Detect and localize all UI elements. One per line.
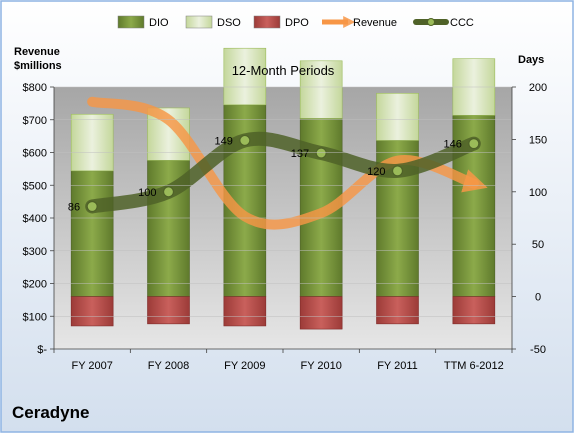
x-tick-label: FY 2011	[377, 360, 418, 372]
x-axis: FY 2007 FY 2008 FY 2009 FY 2010 FY 2011 TTM 6…	[53, 348, 513, 372]
bar-dso	[299, 60, 343, 119]
bar-dpo	[299, 296, 343, 330]
ccc-point	[468, 137, 480, 150]
ccc-point	[162, 186, 175, 198]
right-tick-label: -50	[530, 344, 546, 356]
revenue-line	[87, 96, 488, 230]
left-axis-title-line2: $millions	[14, 60, 62, 72]
ccc-data-label: 149	[214, 135, 232, 147]
legend-swatch-dpo	[253, 15, 281, 29]
legend-label-ccc: CCC	[450, 17, 474, 29]
legend-label-dpo: DPO	[285, 17, 309, 29]
left-tick-label: $300	[23, 246, 47, 258]
left-tick-label: $200	[23, 279, 47, 291]
left-tick-label: $800	[23, 82, 47, 94]
bar-dso	[376, 92, 419, 141]
x-tick-label: TTM 6-2012	[444, 360, 504, 372]
ccc-point	[86, 200, 98, 213]
ccc-series: 86 100 149 137 120 146	[68, 131, 481, 213]
right-tick-label: 150	[529, 134, 547, 146]
right-axis: -50 0 50 100 150 200	[511, 82, 547, 356]
ccc-data-label: 137	[291, 148, 309, 160]
legend-label-dso: DSO	[217, 17, 241, 29]
x-tick-label: FY 2009	[224, 360, 265, 372]
bar-dpo	[376, 296, 419, 325]
bar-dso	[70, 113, 114, 172]
left-tick-label: $500	[23, 180, 47, 192]
right-axis-title: Days	[518, 54, 544, 66]
ccc-data-label: 120	[367, 166, 385, 178]
ccc-point	[239, 134, 251, 147]
right-tick-label: 0	[535, 292, 541, 304]
ccc-point	[391, 165, 404, 177]
ccc-point	[315, 147, 327, 159]
bar-dso	[223, 47, 267, 106]
right-tick-label: 50	[532, 239, 544, 251]
ccc-data-label: 146	[443, 139, 461, 151]
chart-title: 12-Month Periods	[232, 63, 335, 78]
ccc-data-label: 86	[68, 201, 80, 213]
bar-dpo	[70, 296, 114, 327]
company-name: Ceradyne	[12, 403, 89, 422]
left-tick-label: $700	[23, 115, 47, 127]
revenue-series	[87, 96, 488, 230]
legend-swatch-dso	[185, 15, 213, 29]
bar-dio	[70, 170, 114, 297]
x-tick-label: FY 2007	[71, 360, 112, 372]
right-tick-label: 200	[529, 82, 547, 94]
bar-dpo	[223, 296, 267, 327]
legend-label-dio: DIO	[149, 17, 169, 29]
left-tick-label: $100	[23, 311, 47, 323]
left-axis: $- $100 $200 $300 $400 $500 $600 $700 $800	[23, 82, 512, 356]
x-tick-label: FY 2008	[148, 360, 189, 372]
right-tick-label: 100	[529, 187, 547, 199]
left-tick-label: $600	[23, 148, 47, 160]
left-tick-label: $-	[37, 344, 47, 356]
x-tick-label: FY 2010	[300, 360, 341, 372]
ccc-data-label: 100	[138, 187, 156, 199]
bar-dpo	[452, 296, 496, 325]
legend-swatch-dio	[117, 15, 145, 29]
left-tick-label: $400	[23, 213, 47, 225]
legend-swatch-ccc-point	[427, 18, 435, 26]
left-axis-title-line1: Revenue	[14, 46, 60, 58]
bar-dpo	[147, 296, 190, 325]
legend: DIO DSO DPO Revenue CCC	[117, 15, 474, 29]
legend-label-revenue: Revenue	[353, 17, 397, 29]
